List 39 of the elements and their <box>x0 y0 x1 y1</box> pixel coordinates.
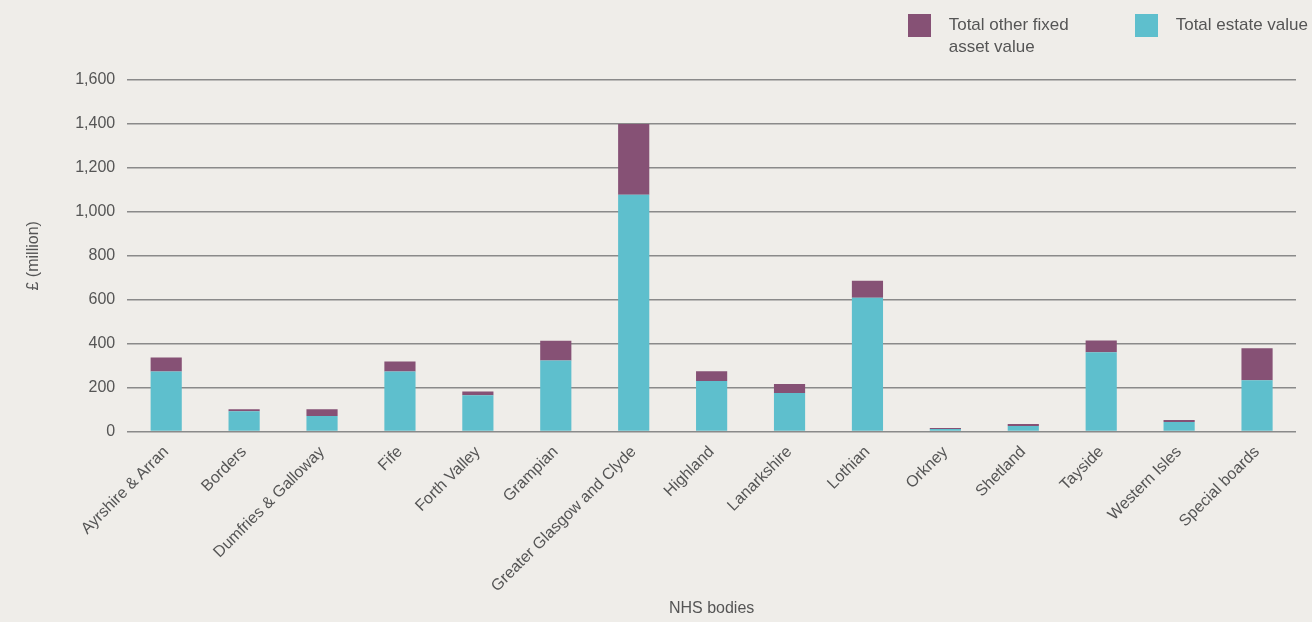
y-tick-label: 1,600 <box>75 70 116 88</box>
bar <box>1163 421 1195 431</box>
y-tick-label: 0 <box>106 422 116 440</box>
y-tick-label: 800 <box>88 246 116 264</box>
bar <box>851 280 884 298</box>
bar <box>773 383 806 393</box>
y-tick-label: 200 <box>88 378 116 396</box>
bar <box>384 361 416 372</box>
bar <box>696 381 728 431</box>
bar <box>150 371 182 431</box>
bar <box>228 411 260 431</box>
bar <box>696 371 728 382</box>
bar <box>306 416 338 431</box>
bar <box>851 297 884 431</box>
y-axis-title: £ (million) <box>24 221 42 291</box>
y-tick-label: 1,200 <box>75 158 116 176</box>
bar <box>150 357 182 372</box>
y-tick-label: 1,400 <box>75 114 116 132</box>
y-tick-label: 1,000 <box>75 202 116 220</box>
bar <box>1007 425 1039 431</box>
x-tick-label: Fife <box>374 442 406 474</box>
bar <box>384 371 416 431</box>
bar <box>540 360 572 431</box>
bar <box>540 340 572 361</box>
bar <box>618 123 650 195</box>
bar <box>1085 340 1117 353</box>
bar <box>306 409 338 417</box>
bar <box>1085 352 1117 431</box>
bar <box>462 391 494 396</box>
bar <box>1241 348 1273 381</box>
bar <box>1241 380 1273 431</box>
bar <box>618 194 650 431</box>
x-axis-title: NHS bodies <box>668 598 755 616</box>
bar <box>462 395 494 431</box>
y-tick-label: 400 <box>88 334 116 352</box>
bar <box>773 392 806 431</box>
y-tick-label: 600 <box>88 290 116 308</box>
legend-label: Total other fixed asset value <box>948 14 1070 58</box>
legend-label: Total estate value <box>1175 14 1308 36</box>
